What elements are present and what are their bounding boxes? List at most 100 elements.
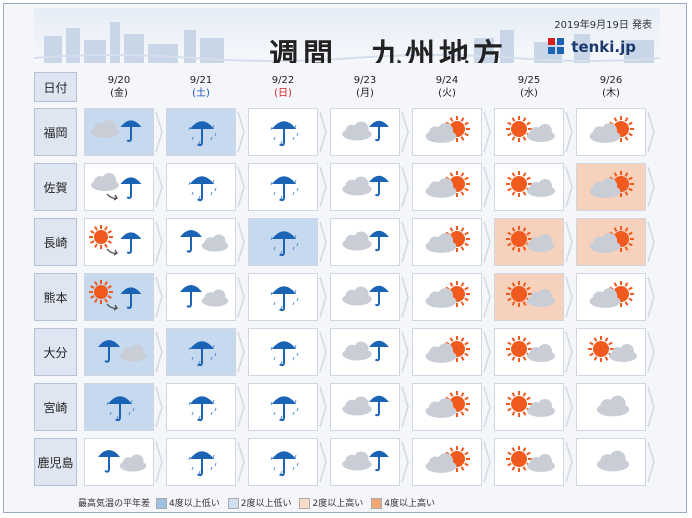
forecast-cell bbox=[84, 383, 154, 431]
umbrella-icon bbox=[189, 396, 215, 422]
day-divider-arrow-icon bbox=[565, 111, 573, 153]
weather-cloud-rain-chance-icon bbox=[342, 340, 389, 362]
cloud-icon bbox=[425, 288, 457, 308]
day-divider-arrow-icon bbox=[237, 386, 245, 428]
umbrella-icon bbox=[369, 340, 389, 362]
sun-icon bbox=[588, 336, 614, 362]
sun-icon bbox=[506, 116, 532, 142]
legend-item: 4度以上低い bbox=[156, 496, 220, 509]
weather-cloud-sun-icon bbox=[425, 391, 470, 418]
cloud-icon bbox=[527, 124, 555, 142]
day-weekday: (金) bbox=[110, 88, 128, 99]
legend-swatch bbox=[371, 497, 383, 509]
day-weekday: (土) bbox=[192, 88, 210, 99]
day-divider-arrow-icon bbox=[237, 276, 245, 318]
weather-sun-cloud-icon bbox=[588, 336, 637, 362]
weather-rain-icon bbox=[270, 286, 299, 312]
weather-rain-icon bbox=[270, 176, 299, 202]
day-weekday: (木) bbox=[602, 88, 620, 99]
cloud-icon bbox=[119, 344, 147, 362]
forecast-cell bbox=[412, 438, 482, 486]
day-divider-arrow-icon bbox=[319, 111, 327, 153]
umbrella-icon bbox=[271, 121, 297, 147]
legend: 最高気温の平年差 4度以上低い 2度以上低い 2度以上高い 4度以上高い bbox=[78, 495, 435, 509]
cloud-icon bbox=[342, 396, 372, 416]
day-divider-arrow-icon bbox=[401, 276, 409, 318]
sun-icon bbox=[89, 225, 113, 249]
forecast-cell bbox=[330, 383, 400, 431]
legend-item-label: 4度以上高い bbox=[384, 498, 435, 509]
umbrella-icon bbox=[369, 120, 389, 142]
forecast-cell bbox=[248, 108, 318, 156]
weather-rain-cloud-icon bbox=[180, 230, 229, 253]
day-header: 9/21 (土) bbox=[166, 74, 236, 100]
raindrops-icon bbox=[270, 454, 299, 475]
day-divider-arrow-icon bbox=[155, 111, 163, 153]
day-divider-arrow-icon bbox=[319, 221, 327, 263]
forecast-cell bbox=[576, 273, 646, 321]
forecast-cell bbox=[494, 383, 564, 431]
day-divider-arrow-icon bbox=[155, 441, 163, 483]
cloud-icon bbox=[596, 395, 630, 417]
weather-cloud-sun-icon bbox=[589, 116, 634, 143]
day-divider-arrow-icon bbox=[647, 166, 655, 208]
forecast-cell bbox=[412, 328, 482, 376]
day-divider-arrow-icon bbox=[401, 111, 409, 153]
cloud-icon bbox=[609, 344, 637, 362]
raindrops-icon bbox=[270, 234, 299, 255]
legend-swatch bbox=[227, 497, 239, 509]
page-title: 週間 九州地方 bbox=[269, 38, 507, 63]
sun-icon bbox=[506, 336, 532, 362]
weather-sun-then-rain-arrow-icon bbox=[89, 225, 142, 256]
forecast-cell bbox=[166, 163, 236, 211]
weather-cloud-sun-icon bbox=[425, 226, 470, 253]
day-weekday: (水) bbox=[520, 88, 538, 99]
legend-item-label: 4度以上低い bbox=[169, 498, 220, 509]
forecast-cell bbox=[248, 438, 318, 486]
cloud-icon bbox=[527, 234, 555, 252]
forecast-cell bbox=[576, 383, 646, 431]
forecast-cell bbox=[576, 328, 646, 376]
date-label: 日付 bbox=[34, 72, 77, 102]
weather-rain-icon bbox=[270, 121, 299, 147]
brand-name: tenki.jp bbox=[571, 38, 636, 56]
raindrops-icon bbox=[188, 454, 217, 475]
weather-cloud-then-rain-icon bbox=[91, 120, 142, 142]
region-label-5: 宮崎 bbox=[34, 383, 77, 431]
forecast-cell bbox=[412, 108, 482, 156]
forecast-cell bbox=[84, 108, 154, 156]
forecast-cell bbox=[330, 438, 400, 486]
day-divider-arrow-icon bbox=[319, 166, 327, 208]
forecast-cell bbox=[84, 328, 154, 376]
weather-rain-cloud-icon bbox=[180, 285, 229, 308]
cloud-icon bbox=[425, 398, 457, 418]
weather-rain-icon bbox=[188, 341, 217, 367]
umbrella-icon bbox=[120, 177, 142, 199]
tenki-logo-icon bbox=[548, 38, 564, 54]
umbrella-icon bbox=[120, 232, 142, 254]
day-divider-arrow-icon bbox=[237, 331, 245, 373]
day-header: 9/20 (金) bbox=[84, 74, 154, 100]
day-divider-arrow-icon bbox=[483, 166, 491, 208]
forecast-cell bbox=[576, 163, 646, 211]
day-header: 9/24 (火) bbox=[412, 74, 482, 100]
day-divider-arrow-icon bbox=[565, 386, 573, 428]
cloud-icon bbox=[596, 450, 630, 472]
header-banner: 週間 九州地方 2019年9月19日 発表 tenki.jp bbox=[34, 8, 660, 63]
transition-arrow-icon bbox=[106, 303, 119, 311]
weather-rain-cloud-icon bbox=[98, 450, 147, 473]
cloud-icon bbox=[342, 176, 372, 196]
forecast-cell bbox=[166, 328, 236, 376]
day-header: 9/22 (日) bbox=[248, 74, 318, 100]
legend-title: 最高気温の平年差 bbox=[78, 498, 151, 509]
legend-swatch bbox=[299, 497, 311, 509]
day-weekday: (月) bbox=[356, 88, 374, 99]
umbrella-icon bbox=[271, 341, 297, 367]
forecast-cell bbox=[166, 383, 236, 431]
legend-item: 4度以上高い bbox=[371, 496, 435, 509]
raindrops-icon bbox=[270, 344, 299, 365]
umbrella-icon bbox=[98, 450, 120, 473]
day-divider-arrow-icon bbox=[565, 276, 573, 318]
raindrops-icon bbox=[188, 344, 217, 365]
cloud-icon bbox=[589, 123, 621, 143]
